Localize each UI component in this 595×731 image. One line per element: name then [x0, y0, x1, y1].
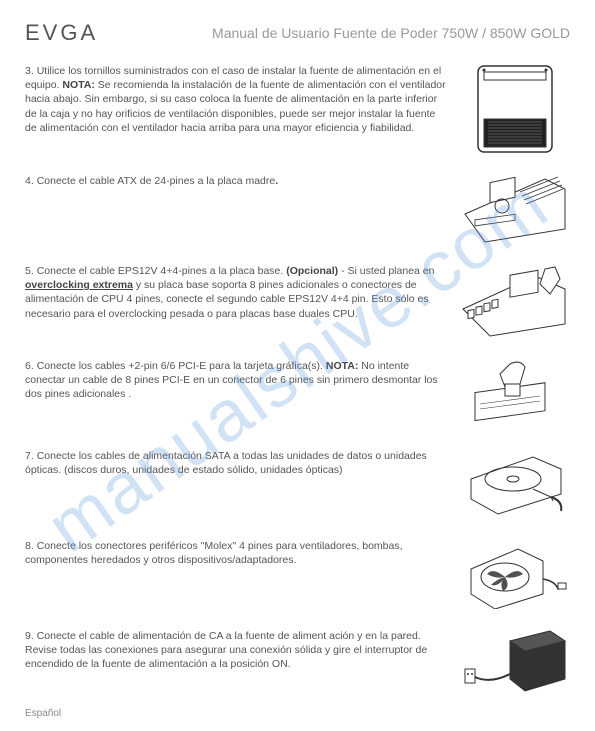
illustration-motherboard — [460, 174, 570, 244]
text: Conecte el cable EPS12V 4+4-pines a la p… — [37, 265, 287, 277]
footer-language: Español — [25, 708, 61, 719]
step-4-text: 4. Conecte el cable ATX de 24-pines a la… — [25, 174, 448, 188]
logo: EVGA — [25, 20, 98, 46]
step-5-text: 5. Conecte el cable EPS12V 4+4-pines a l… — [25, 264, 448, 321]
text: Conecte los cables +2-pin 6/6 PCI-E para… — [37, 360, 326, 372]
step-num: 9. — [25, 630, 34, 642]
illustration-fan — [460, 539, 570, 609]
header: EVGA Manual de Usuario Fuente de Poder 7… — [25, 20, 570, 46]
text-bold: (Opcional) — [286, 265, 338, 277]
step-6: 6. Conecte los cables +2-pin 6/6 PCI-E p… — [25, 359, 570, 429]
page-title: Manual de Usuario Fuente de Poder 750W /… — [212, 25, 570, 41]
step-5: 5. Conecte el cable EPS12V 4+4-pines a l… — [25, 264, 570, 339]
illustration-eps-connector — [460, 264, 570, 339]
step-9: 9. Conecte el cable de alimentación de C… — [25, 629, 570, 699]
text: Conecte los conectores periféricos "Mole… — [25, 540, 403, 566]
illustration-pcie — [460, 359, 570, 429]
text-bold: . — [275, 175, 278, 187]
step-num: 6. — [25, 360, 34, 372]
step-4: 4. Conecte el cable ATX de 24-pines a la… — [25, 174, 570, 244]
step-num: 8. — [25, 540, 34, 552]
text-bold: NOTA: — [326, 360, 358, 372]
text-bold: overclocking extrema — [25, 279, 133, 291]
step-6-text: 6. Conecte los cables +2-pin 6/6 PCI-E p… — [25, 359, 448, 402]
step-8: 8. Conecte los conectores periféricos "M… — [25, 539, 570, 609]
text: - Si usted planea en — [338, 265, 434, 277]
step-8-text: 8. Conecte los conectores periféricos "M… — [25, 539, 448, 567]
illustration-hdd — [460, 449, 570, 519]
step-num: 3. — [25, 65, 34, 77]
step-7: 7. Conecte los cables de alimentación SA… — [25, 449, 570, 519]
text: Conecte los cables de alimentación SATA … — [25, 450, 427, 476]
illustration-psu-case — [460, 64, 570, 154]
illustration-power-cable — [460, 629, 570, 699]
step-3-text: 3. Utilice los tornillos suministrados c… — [25, 64, 448, 135]
step-num: 7. — [25, 450, 34, 462]
step-num: 5. — [25, 265, 34, 277]
text: Conecte el cable ATX de 24-pines a la pl… — [37, 175, 276, 187]
step-9-text: 9. Conecte el cable de alimentación de C… — [25, 629, 448, 672]
text: Conecte el cable de alimentación de CA a… — [25, 630, 427, 670]
steps-list: 3. Utilice los tornillos suministrados c… — [25, 64, 570, 699]
step-3: 3. Utilice los tornillos suministrados c… — [25, 64, 570, 154]
step-7-text: 7. Conecte los cables de alimentación SA… — [25, 449, 448, 477]
step-num: 4. — [25, 175, 34, 187]
text-bold: NOTA: — [62, 79, 94, 91]
